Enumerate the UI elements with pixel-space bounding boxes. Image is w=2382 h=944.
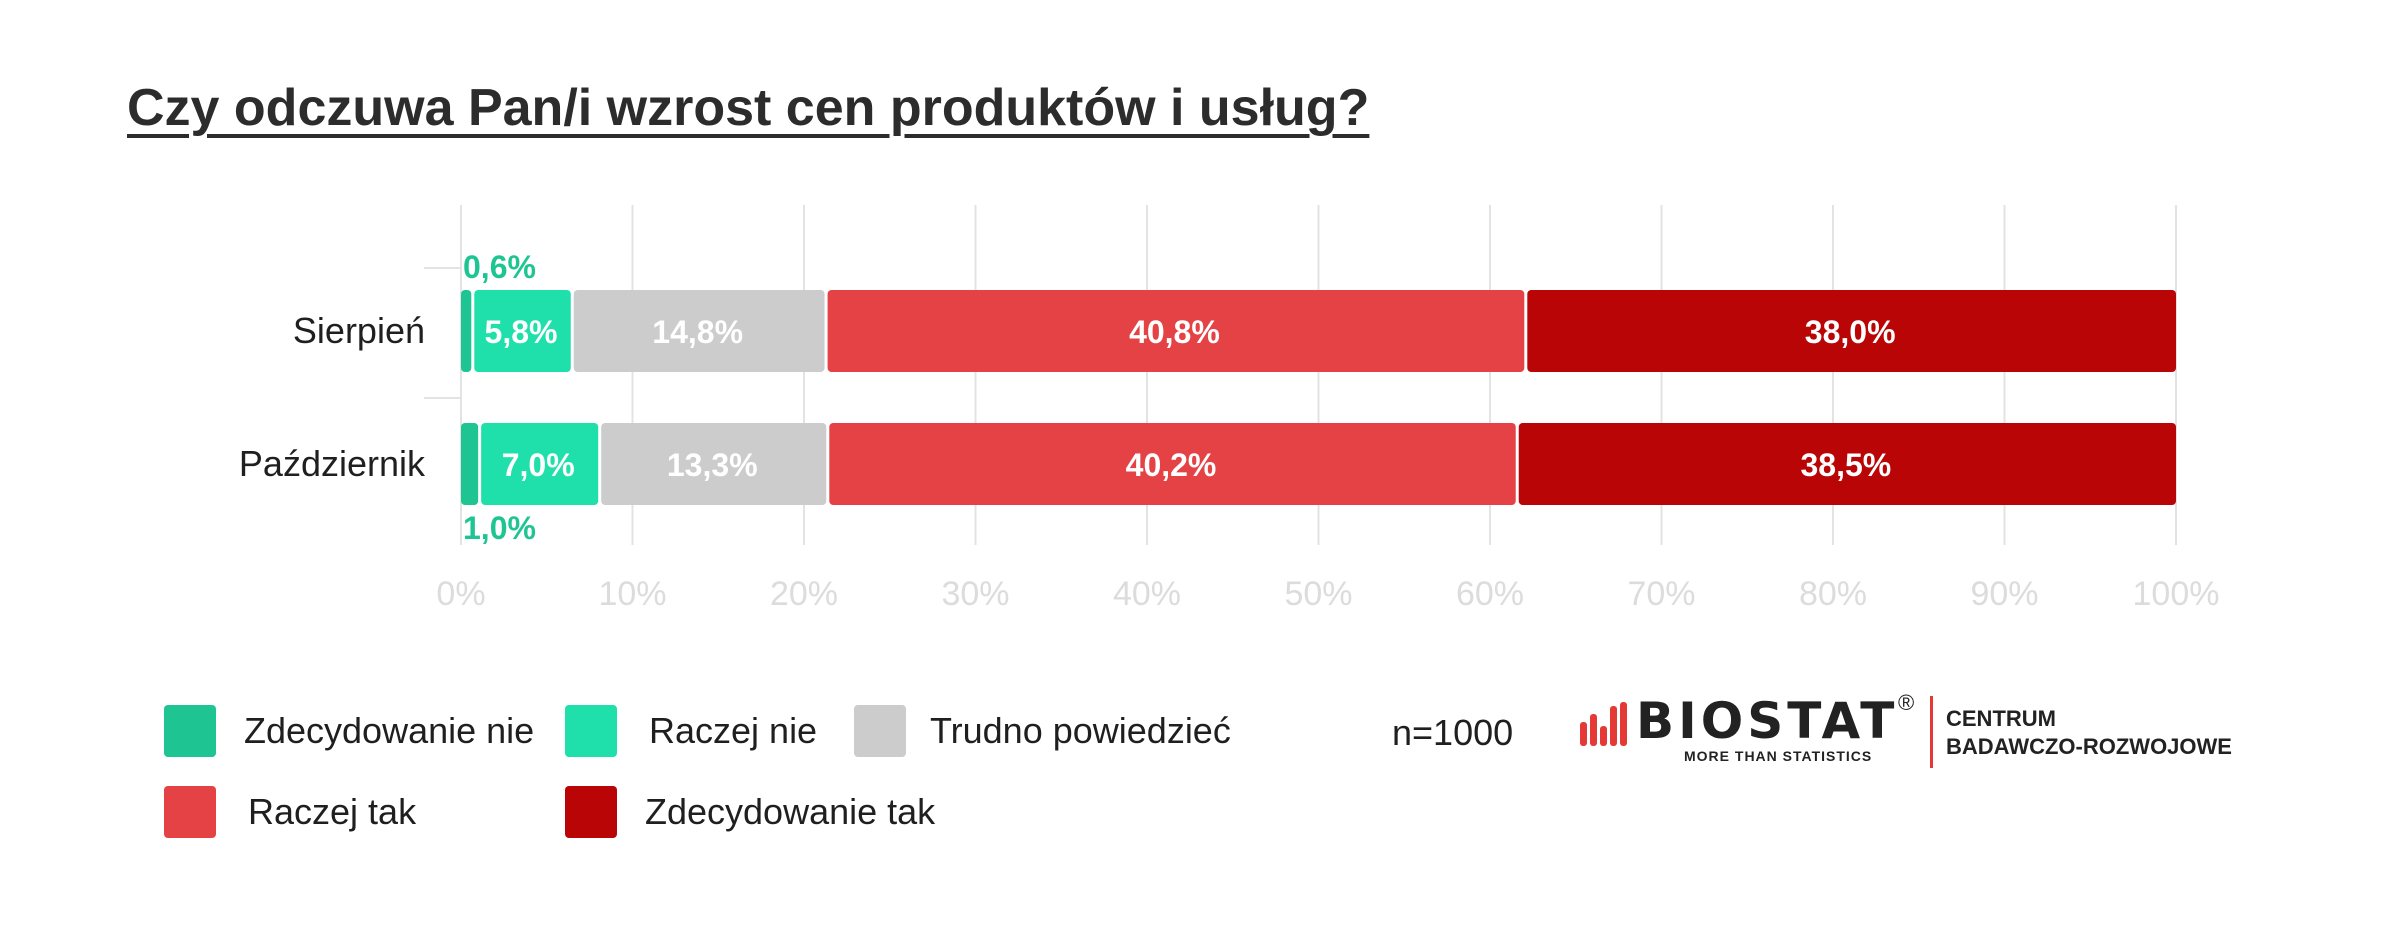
legend-label: Zdecydowanie tak <box>645 791 936 832</box>
x-tick-label: 0% <box>436 575 485 613</box>
x-tick-label: 70% <box>1627 575 1695 613</box>
logo-subtitle-line2: BADAWCZO-ROZWOJOWE <box>1946 734 2232 759</box>
bar-segment <box>827 290 1525 372</box>
stacked-bar-chart: 0% 10% 20% 30% 40% 50% 60% 70% 80% 90% 100% Sierpie… <box>239 205 2220 613</box>
data-label: 40,8% <box>1129 314 1220 350</box>
logo-bars-icon <box>1580 702 1627 746</box>
legend-label: Trudno powiedzieć <box>930 710 1231 751</box>
data-label: 7,0% <box>502 447 575 483</box>
legend-item-trudno-powiedziec: Trudno powiedzieć <box>854 705 1231 757</box>
legend-item-raczej-tak: Raczej tak <box>164 786 416 838</box>
category-label: Sierpień <box>293 310 425 351</box>
logo-subtitle-line1: CENTRUM <box>1946 706 2056 731</box>
legend-swatch <box>565 786 617 838</box>
x-tick-label: 30% <box>941 575 1009 613</box>
sample-size: n=1000 <box>1392 712 1514 753</box>
x-tick-label: 60% <box>1456 575 1524 613</box>
bar-segment <box>461 290 472 372</box>
legend-item-raczej-nie: Raczej nie <box>565 705 817 757</box>
logo-divider <box>1930 696 1933 768</box>
data-label: 38,5% <box>1800 447 1891 483</box>
x-tick-label: 80% <box>1799 575 1867 613</box>
x-tick-label: 20% <box>770 575 838 613</box>
data-label: 13,3% <box>667 447 758 483</box>
category-label: Październik <box>239 443 426 484</box>
bar-segment <box>1527 290 2176 372</box>
legend-label: Raczej nie <box>649 710 818 751</box>
data-label: 14,8% <box>652 314 743 350</box>
data-label: 0,6% <box>463 249 536 285</box>
legend-swatch <box>164 786 216 838</box>
registered-mark: ® <box>1898 690 1915 715</box>
x-tick-label: 10% <box>598 575 666 613</box>
bar-segment <box>461 423 479 505</box>
bar-segment <box>1518 423 2176 505</box>
legend-swatch <box>164 705 216 757</box>
logo-tagline: MORE THAN STATISTICS <box>1684 748 1873 764</box>
bar-segment <box>481 423 599 505</box>
bar-segment <box>474 290 571 372</box>
bar-segment <box>573 290 825 372</box>
legend-swatch <box>854 705 906 757</box>
bar-segment <box>829 423 1516 505</box>
data-label: 40,2% <box>1126 447 1217 483</box>
data-label: 1,0% <box>463 510 536 546</box>
legend-item-zdecydowanie-tak: Zdecydowanie tak <box>565 786 935 838</box>
legend-label: Raczej tak <box>248 791 417 832</box>
x-tick-label: 100% <box>2133 575 2220 613</box>
data-label: 5,8% <box>485 314 558 350</box>
x-tick-label: 90% <box>1970 575 2038 613</box>
x-tick-label: 50% <box>1284 575 1352 613</box>
legend-item-zdecydowanie-nie: Zdecydowanie nie <box>164 705 534 757</box>
biostat-logo: BIOSTAT ® MORE THAN STATISTICS CENTRUM B… <box>1580 690 2260 776</box>
logo-wordmark: BIOSTAT <box>1636 692 1899 750</box>
chart-title: Czy odczuwa Pan/i wzrost cen produktów i… <box>127 79 1370 137</box>
legend-label: Zdecydowanie nie <box>244 710 535 751</box>
x-tick-label: 40% <box>1113 575 1181 613</box>
legend-swatch <box>565 705 617 757</box>
bar-segment <box>601 423 827 505</box>
data-label: 38,0% <box>1805 314 1896 350</box>
